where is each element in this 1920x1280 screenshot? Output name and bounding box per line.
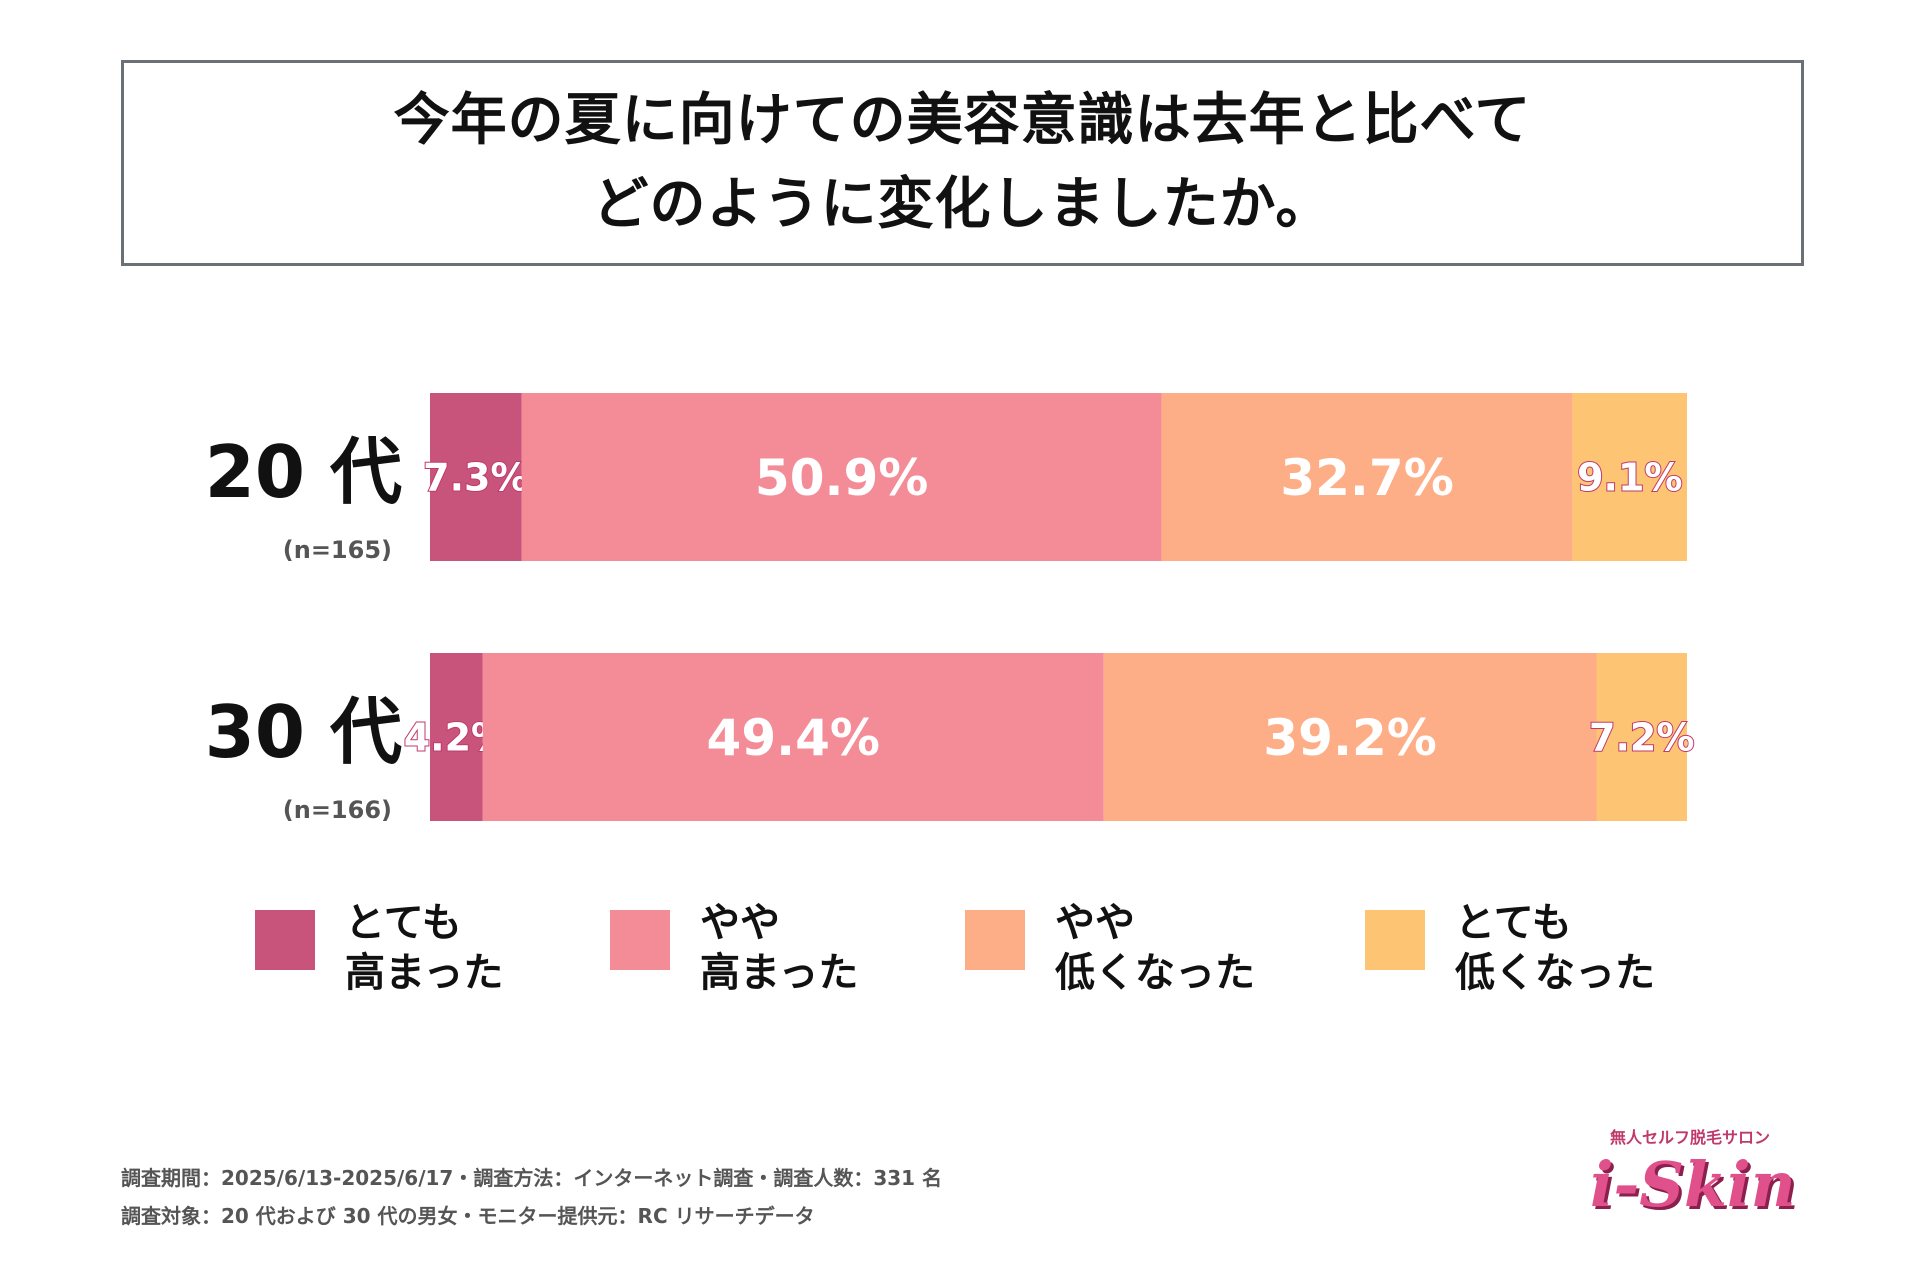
data-label: 7.3%	[423, 456, 528, 500]
category-label: 30 代	[205, 690, 402, 774]
survey-target-note: 調査対象：20 代および 30 代の男女・モニター提供元：RC リサーチデータ	[121, 1204, 815, 1228]
legend: とても 高まった やや 高まった やや 低くなった とても 低くなった	[0, 898, 1920, 1008]
data-label: 49.4%	[707, 709, 880, 767]
title-box: 今年の夏に向けての美容意識は去年と比べて どのように変化しましたか。	[121, 60, 1804, 266]
legend-item-very-increased: とても 高まった	[255, 898, 503, 998]
logo-subtitle: 無人セルフ脱毛サロン	[1610, 1128, 1771, 1147]
legend-swatch	[1365, 910, 1425, 970]
chart-title-line-2: どのように変化しましたか。	[592, 172, 1333, 237]
legend-swatch	[255, 910, 315, 970]
bar-segment	[1103, 653, 1597, 821]
brand-logo: 無人セルフ脱毛サロン i-Skin	[1560, 1100, 1810, 1230]
bar-segment	[521, 393, 1162, 561]
data-label: 39.2%	[1263, 709, 1436, 767]
legend-item-slightly-increased: やや 高まった	[610, 898, 858, 998]
data-label: 9.1%	[1577, 456, 1682, 500]
bar-segment	[1572, 393, 1687, 561]
legend-label: とても 低くなった	[1455, 900, 1655, 996]
logo-wordmark: i-Skin	[1590, 1148, 1796, 1221]
bar-segment	[430, 653, 483, 821]
data-label: 32.7%	[1280, 449, 1453, 507]
legend-item-slightly-decreased: やや 低くなった	[965, 898, 1255, 998]
legend-item-very-decreased: とても 低くなった	[1365, 898, 1655, 998]
stacked-bar-chart: 20 代 (n=165) 7.3% 50.9% 32.7% 9.1% 30 代 (n=166)…	[205, 393, 1695, 824]
sample-size-label: (n=166)	[283, 796, 392, 824]
legend-label: やや 高まった	[700, 900, 859, 996]
bar-segment	[1161, 393, 1573, 561]
sample-size-label: (n=165)	[283, 536, 392, 564]
legend-label: とても 高まった	[345, 900, 504, 996]
survey-period-note: 調査期間：2025/6/13-2025/6/17・調査方法：インターネット調査・…	[121, 1166, 943, 1190]
category-label: 20 代	[205, 430, 402, 514]
legend-label: やや 低くなった	[1055, 900, 1255, 996]
bar-segment	[482, 653, 1104, 821]
bar-segment	[430, 393, 522, 561]
legend-swatch	[610, 910, 670, 970]
data-label: 50.9%	[755, 449, 928, 507]
legend-swatch	[965, 910, 1025, 970]
bar-segment	[1596, 653, 1687, 821]
chart-title-line-1: 今年の夏に向けての美容意識は去年と比べて	[393, 88, 1532, 153]
data-label: 7.2%	[1589, 716, 1694, 760]
